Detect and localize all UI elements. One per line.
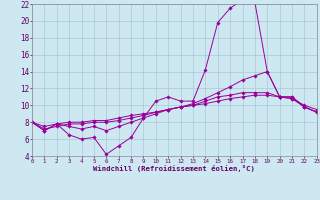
X-axis label: Windchill (Refroidissement éolien,°C): Windchill (Refroidissement éolien,°C) — [93, 165, 255, 172]
